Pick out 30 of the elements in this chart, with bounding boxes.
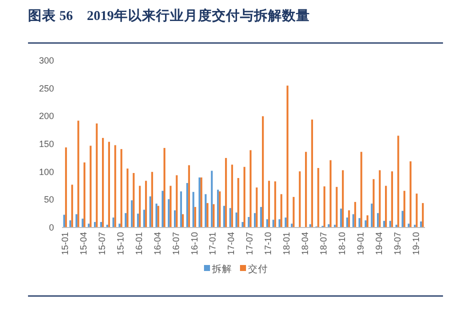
legend-label: 拆解 xyxy=(211,263,232,275)
y-tick-label: 150 xyxy=(38,139,54,149)
x-tick-label: 19-10 xyxy=(410,232,421,256)
y-tick-label: 0 xyxy=(48,222,54,232)
x-tick-label: 15-10 xyxy=(115,232,126,256)
y-tick-label: 100 xyxy=(38,166,54,177)
y-tick-label: 200 xyxy=(38,111,54,122)
legend-label: 交付 xyxy=(248,263,268,275)
x-tick-label: 19-04 xyxy=(374,232,384,256)
x-tick-label: 15-04 xyxy=(78,232,89,256)
x-tick-label: 19-01 xyxy=(355,232,366,256)
x-tick-label: 16-10 xyxy=(189,232,200,256)
y-tick-label: 50 xyxy=(44,194,54,205)
x-tick-label: 18-01 xyxy=(282,232,292,256)
x-tick-label: 17-01 xyxy=(208,232,218,256)
x-tick-label: 16-07 xyxy=(170,232,181,256)
x-tick-label: 18-10 xyxy=(336,232,347,256)
x-tick-label: 16-01 xyxy=(134,232,144,256)
x-tick-label: 16-04 xyxy=(152,232,162,256)
y-tick-label: 250 xyxy=(38,83,54,94)
y-tick-label: 300 xyxy=(38,56,54,66)
x-tick-label: 17-07 xyxy=(244,232,255,256)
x-tick-label: 17-10 xyxy=(263,232,274,256)
x-tick-label: 17-04 xyxy=(226,232,236,256)
chart-title: 图表 56 2019年以来行业月度交付与拆解数量 xyxy=(28,7,310,23)
x-tick-label: 18-07 xyxy=(318,232,328,256)
x-tick-label: 15-01 xyxy=(60,232,70,256)
x-tick-label: 18-04 xyxy=(300,232,310,256)
x-tick-label: 19-07 xyxy=(392,232,402,256)
x-tick-label: 15-07 xyxy=(96,232,107,256)
